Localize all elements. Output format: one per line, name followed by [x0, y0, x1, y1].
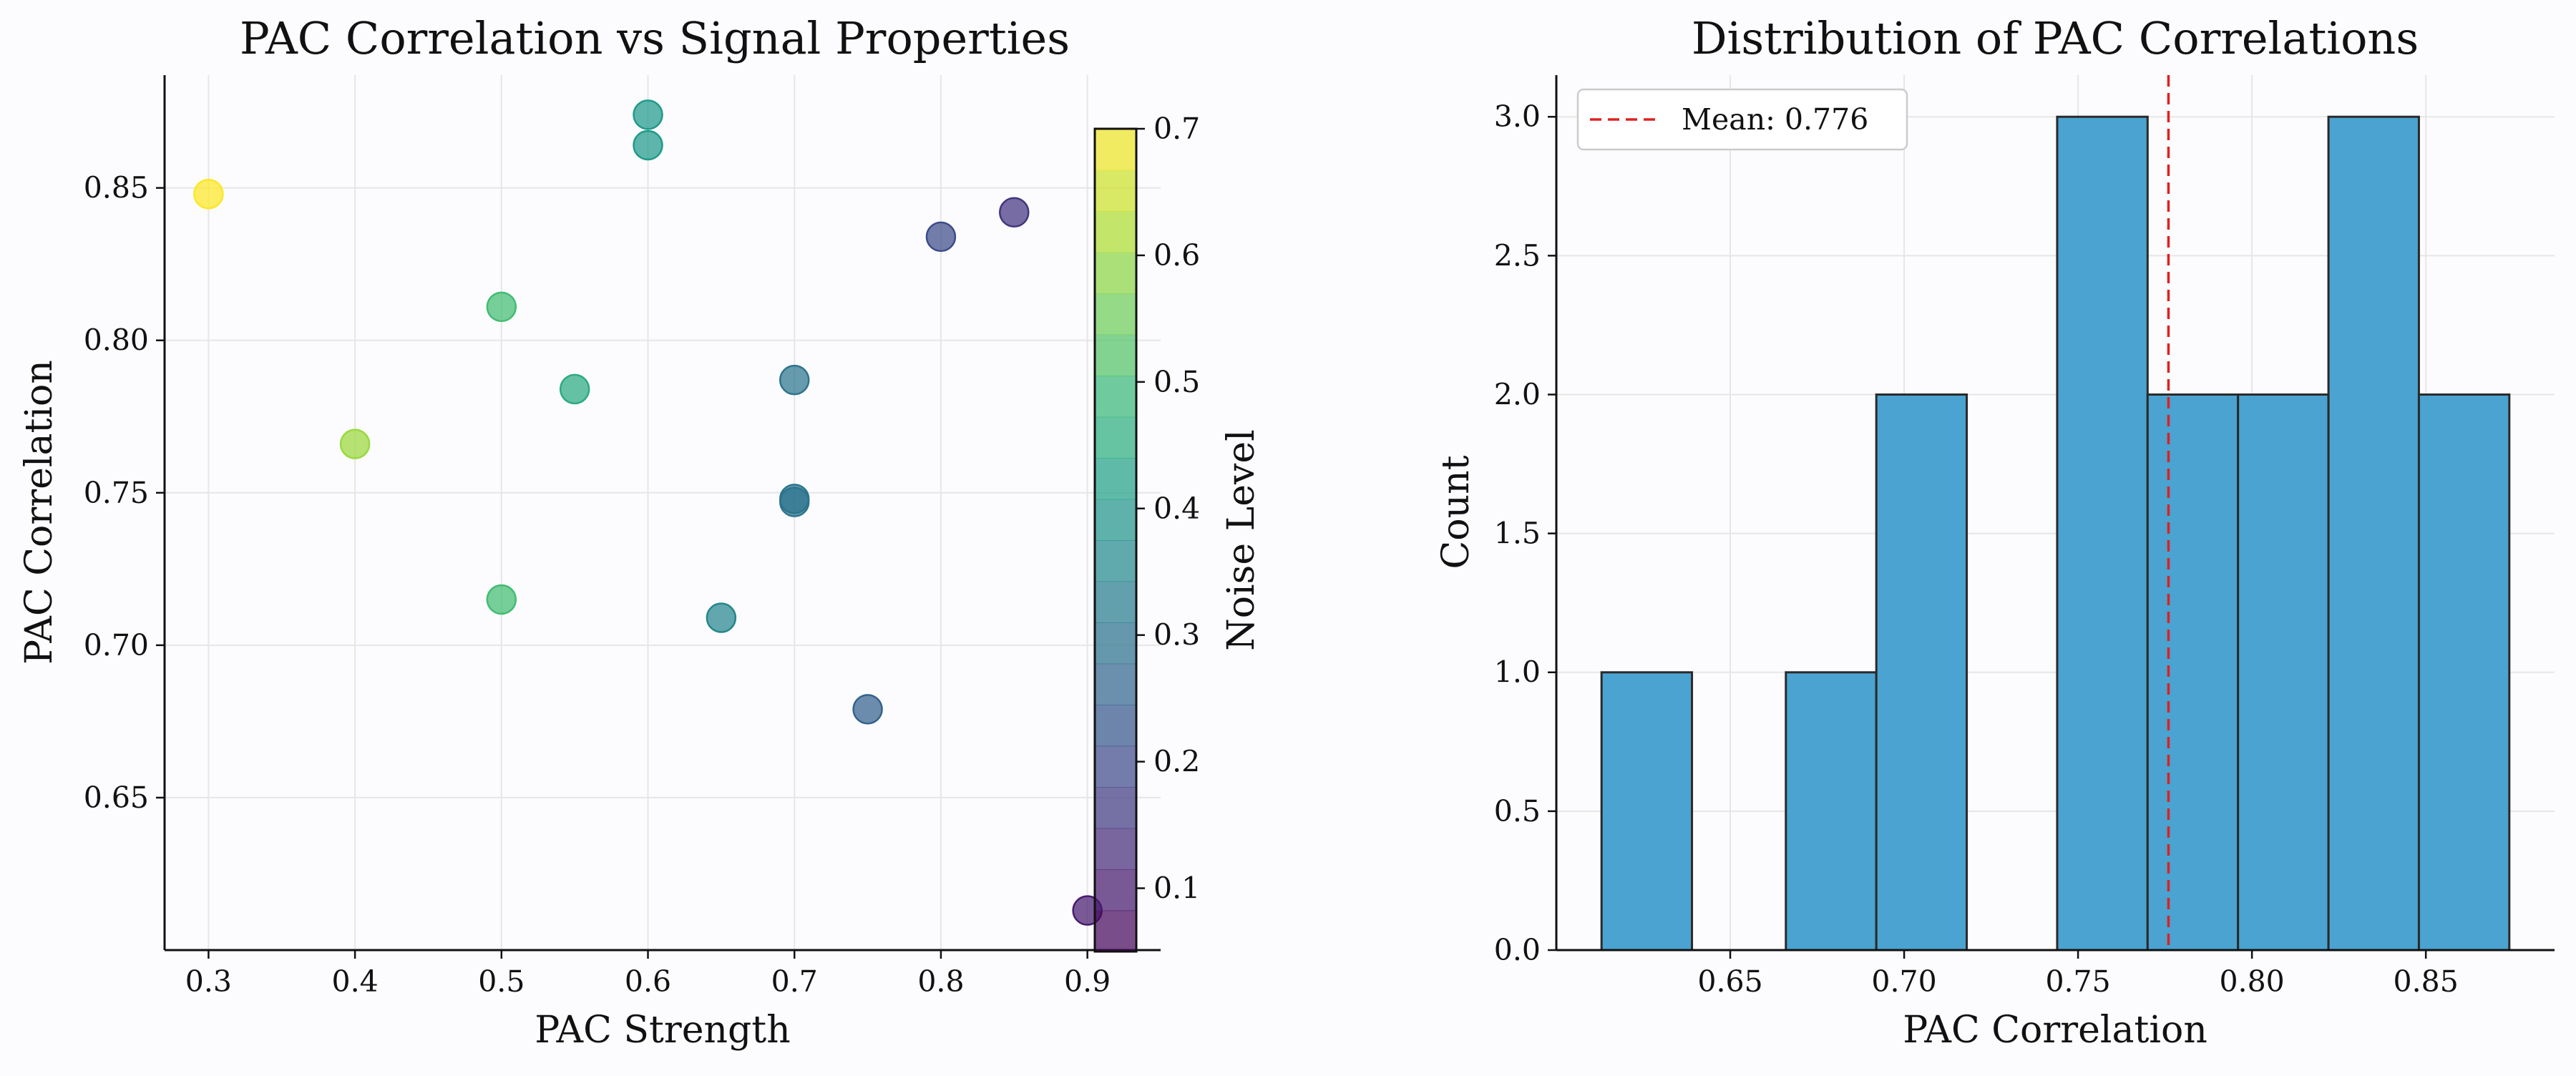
legend: Mean: 0.776 — [1576, 88, 1908, 151]
scatter-x-tick-label: 0.8 — [917, 964, 964, 999]
histogram-y-tick-label: 2.0 — [1494, 377, 1541, 411]
histogram-ticks: 0.65 0.70 0.75 0.80 0.85 0.0 0.5 1.0 1.5 2.0 2.5 3.… — [1494, 99, 2459, 999]
colorbar-tick-label: 0.2 — [1153, 745, 1200, 779]
colorbar-segment — [1095, 211, 1136, 253]
colorbar-tick-label: 0.3 — [1153, 618, 1200, 652]
colorbar-segment — [1095, 581, 1136, 623]
legend-box — [1576, 88, 1908, 151]
scatter-x-tick-label: 0.6 — [625, 964, 671, 999]
histogram-bar — [2237, 393, 2330, 950]
colorbar-tick-label: 0.1 — [1153, 871, 1200, 906]
colorbar: 0.1 0.2 0.3 0.4 0.5 0.6 0.7 Noise Level — [1093, 112, 1263, 953]
scatter-point — [193, 178, 224, 210]
colorbar-ticks: 0.1 0.2 0.3 0.4 0.5 0.6 0.7 — [1136, 112, 1200, 906]
colorbar-segment — [1095, 622, 1136, 665]
histogram-bar — [2146, 393, 2240, 950]
scatter-point — [706, 602, 737, 633]
histogram-bar — [2056, 115, 2149, 950]
scatter-x-tick-label: 0.4 — [332, 964, 379, 999]
histogram-x-tick-label: 0.65 — [1697, 964, 1762, 999]
colorbar-segment — [1095, 787, 1136, 829]
scatter-y-tick-label: 0.65 — [84, 781, 149, 815]
histogram-x-tick-label: 0.85 — [2394, 964, 2459, 999]
scatter-y-tick-label: 0.80 — [84, 323, 149, 358]
histogram-y-tick-label: 1.0 — [1494, 655, 1541, 690]
scatter-point — [633, 99, 663, 130]
scatter-ticks: 0.3 0.4 0.5 0.6 0.7 0.8 0.9 0.65 0.70 0.75 0.80 0.8… — [84, 171, 1111, 999]
colorbar-segment — [1095, 540, 1136, 582]
scatter-points — [193, 99, 1103, 926]
scatter-point — [779, 364, 810, 396]
scatter-point — [486, 584, 517, 615]
colorbar-segment — [1095, 334, 1136, 376]
colorbar-tick-label: 0.5 — [1153, 365, 1200, 399]
scatter-title: PAC Correlation vs Signal Properties — [240, 12, 1070, 64]
colorbar-segment — [1095, 828, 1136, 870]
colorbar-segment — [1095, 869, 1136, 911]
colorbar-tick-label: 0.7 — [1153, 112, 1200, 146]
scatter-y-label: PAC Correlation — [18, 360, 61, 665]
histogram-bar — [1785, 671, 1878, 950]
histogram-y-tick-label: 1.5 — [1494, 517, 1541, 551]
colorbar-segment — [1095, 416, 1136, 459]
colorbar-tick-label: 0.6 — [1153, 238, 1200, 273]
histogram-panel: Distribution of PAC Correlations 0.65 0.7… — [1435, 12, 2555, 1052]
histogram-y-tick-label: 2.5 — [1494, 238, 1541, 273]
scatter-panel: PAC Correlation vs Signal Properties 0.3… — [18, 12, 1161, 1052]
histogram-bars — [1600, 115, 2511, 950]
histogram-bar — [1875, 393, 1968, 950]
scatter-y-tick-label: 0.70 — [84, 628, 149, 662]
scatter-x-tick-label: 0.7 — [771, 964, 818, 999]
histogram-x-tick-label: 0.80 — [2219, 964, 2284, 999]
colorbar-segment — [1095, 170, 1136, 212]
scatter-point — [852, 694, 883, 725]
scatter-x-label: PAC Strength — [535, 1009, 790, 1052]
histogram-y-tick-label: 0.0 — [1494, 933, 1541, 967]
colorbar-segment — [1095, 129, 1136, 171]
histogram-y-tick-label: 0.5 — [1494, 794, 1541, 828]
colorbar-segment — [1095, 252, 1136, 294]
scatter-point — [925, 221, 957, 253]
legend-mean-label: Mean: 0.776 — [1682, 102, 1868, 137]
histogram-title: Distribution of PAC Correlations — [1692, 12, 2419, 64]
scatter-y-tick-label: 0.75 — [84, 476, 149, 510]
histogram-bar — [2327, 115, 2420, 950]
colorbar-segment — [1095, 910, 1136, 952]
colorbar-tick-label: 0.4 — [1153, 491, 1200, 526]
colorbar-segment — [1095, 663, 1136, 705]
scatter-point — [559, 373, 590, 405]
histogram-x-label: PAC Correlation — [1903, 1009, 2207, 1052]
scatter-point — [633, 129, 663, 161]
colorbar-segment — [1095, 705, 1136, 747]
scatter-point — [339, 429, 371, 459]
histogram-bar — [1600, 671, 1694, 950]
colorbar-segment — [1095, 458, 1136, 500]
histogram-bar — [2417, 393, 2511, 950]
colorbar-segment — [1095, 745, 1136, 788]
scatter-point — [486, 291, 517, 323]
colorbar-gradient — [1095, 129, 1136, 952]
colorbar-label: Noise Level — [1220, 429, 1263, 651]
histogram-x-tick-label: 0.75 — [2045, 964, 2110, 999]
colorbar-segment — [1095, 376, 1136, 418]
colorbar-frame — [1093, 127, 1138, 953]
scatter-point — [999, 197, 1030, 228]
colorbar-segment — [1095, 293, 1136, 336]
scatter-y-tick-label: 0.85 — [84, 171, 149, 205]
scatter-point — [779, 486, 810, 517]
colorbar-segment — [1095, 499, 1136, 541]
histogram-y-tick-label: 3.0 — [1494, 99, 1541, 134]
scatter-x-tick-label: 0.5 — [478, 964, 525, 999]
histogram-x-tick-label: 0.70 — [1871, 964, 1936, 999]
scatter-x-tick-label: 0.3 — [185, 964, 232, 999]
histogram-y-label: Count — [1435, 455, 1478, 569]
scatter-x-tick-label: 0.9 — [1064, 964, 1111, 999]
